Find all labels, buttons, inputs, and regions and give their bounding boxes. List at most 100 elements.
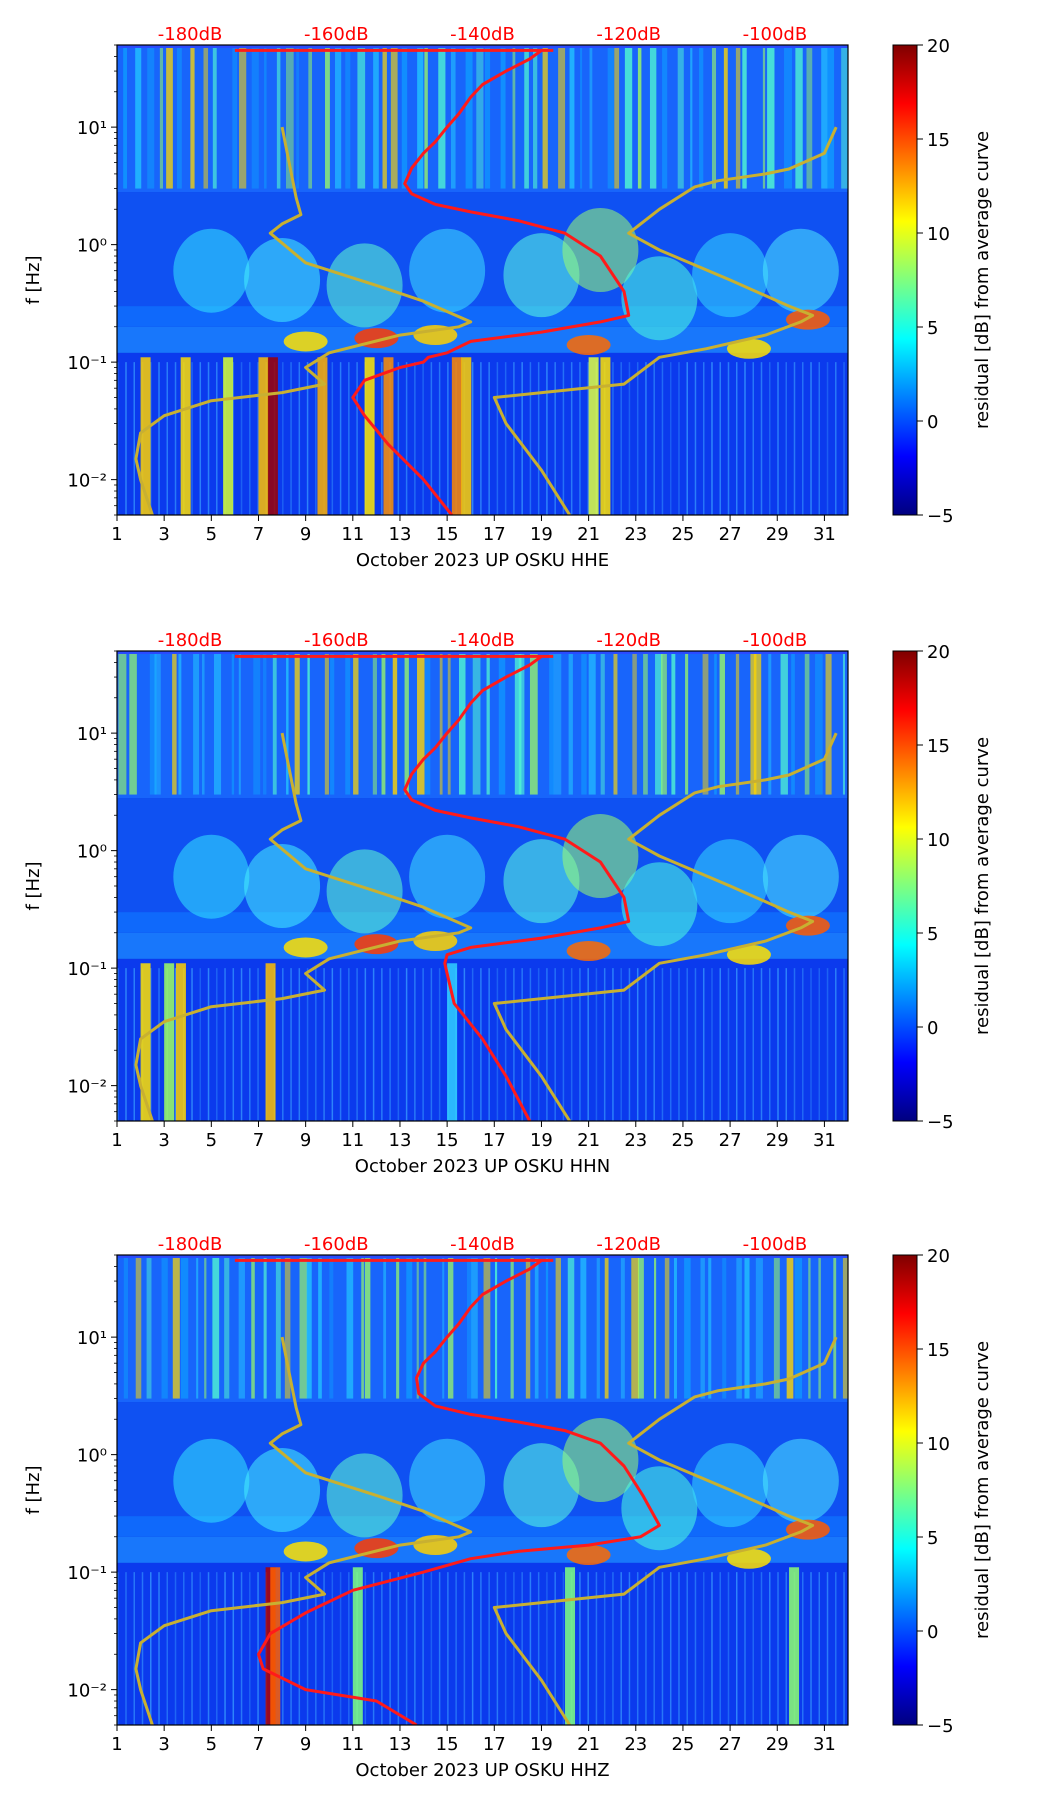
low-freq-streak [612,362,614,515]
daily-streak [404,651,409,795]
low-freq-streak [653,968,655,1121]
low-freq-streak [760,362,763,515]
low-freq-band [600,357,611,515]
low-freq-streak [257,362,259,515]
daily-streak [700,1255,705,1399]
daily-streak [631,1255,640,1399]
low-freq-streak [843,968,845,1121]
low-freq-streak [166,1572,169,1725]
low-freq-streak [554,1572,556,1725]
daily-streak [238,651,241,795]
daily-streak [251,1255,255,1399]
low-freq-band [175,963,186,1121]
daily-streak [212,45,217,189]
low-freq-streak [513,1572,515,1725]
low-freq-streak [612,968,614,1121]
low-freq-streak [570,968,573,1121]
daily-streak [424,651,431,795]
daily-streak [643,651,648,795]
daily-streak [123,45,128,189]
daily-streak [324,651,329,795]
x-tick-label: 23 [624,1130,647,1151]
low-freq-streak [735,362,738,515]
low-freq-streak [430,1572,433,1725]
daily-streak [118,651,127,795]
low-freq-streak [744,1572,746,1725]
colorbar-tick-label: −5 [927,1112,954,1133]
x-tick-label: 9 [300,1130,311,1151]
low-freq-streak [488,1572,490,1725]
top-db-label: -140dB [450,24,515,45]
low-freq-streak [810,968,812,1121]
low-freq-streak [471,1572,474,1725]
colorbar-tick-label: 5 [927,1528,938,1549]
top-db-label: -140dB [450,630,515,651]
low-freq-streak [678,362,680,515]
low-freq-streak [389,968,391,1121]
low-freq-streak [348,1572,350,1725]
low-freq-streak [612,1572,614,1725]
low-freq-streak [199,968,202,1121]
energy-hotspot [726,1548,771,1569]
daily-streak [294,651,300,795]
colorbar-tick-label: 10 [927,1434,950,1455]
daily-streak [690,45,693,189]
low-freq-streak [298,968,301,1121]
low-freq-streak [282,362,284,515]
low-freq-streak [117,968,119,1121]
low-freq-streak [364,968,367,1121]
low-freq-streak [554,362,556,515]
low-freq-band [267,357,278,515]
low-freq-streak [537,1572,540,1725]
daily-streak [306,1255,312,1399]
low-freq-streak [166,362,169,515]
low-freq-streak [802,362,804,515]
low-freq-streak [711,362,713,515]
x-tick-label: 27 [719,524,742,545]
top-db-label: -120dB [596,1234,661,1255]
colorbar-tick-label: 10 [927,224,950,245]
low-freq-band [164,963,175,1121]
low-freq-streak [306,1572,309,1725]
low-freq-streak [735,1572,738,1725]
low-freq-streak [719,362,721,515]
low-freq-band [265,963,276,1121]
low-freq-streak [719,1572,721,1725]
top-db-label: -160dB [304,630,369,651]
daily-streak [147,45,155,189]
low-freq-streak [521,1572,523,1725]
daily-streak [581,651,587,795]
low-freq-streak [356,362,358,515]
daily-streak [447,651,451,795]
low-freq-streak [257,1572,259,1725]
daily-streak [821,45,828,189]
top-db-label: -100dB [743,1234,808,1255]
low-freq-streak [438,968,441,1121]
daily-streak [518,651,525,795]
x-tick-label: 11 [341,1734,364,1755]
low-freq-streak [669,968,672,1121]
daily-streak [742,45,747,189]
x-tick-label: 1 [111,1734,122,1755]
x-tick-label: 5 [206,524,217,545]
low-freq-streak [405,362,408,515]
energy-hotspot [726,944,771,965]
top-db-label: -120dB [596,24,661,45]
daily-streak [596,1255,600,1399]
daily-streak [406,1255,413,1399]
x-tick-label: 7 [253,1734,264,1755]
energy-hotspot [283,331,328,352]
low-freq-streak [133,968,136,1121]
daily-streak [299,1255,308,1399]
microseism-blob [762,1438,839,1523]
low-freq-streak [504,362,507,515]
daily-streak [632,651,637,795]
daily-streak [335,45,342,189]
energy-hotspot [566,334,611,355]
low-freq-band [223,357,234,515]
low-freq-streak [290,362,292,515]
low-freq-streak [117,362,119,515]
top-db-label: -180dB [158,24,223,45]
microseism-blob [762,228,839,313]
daily-streak [500,45,506,189]
